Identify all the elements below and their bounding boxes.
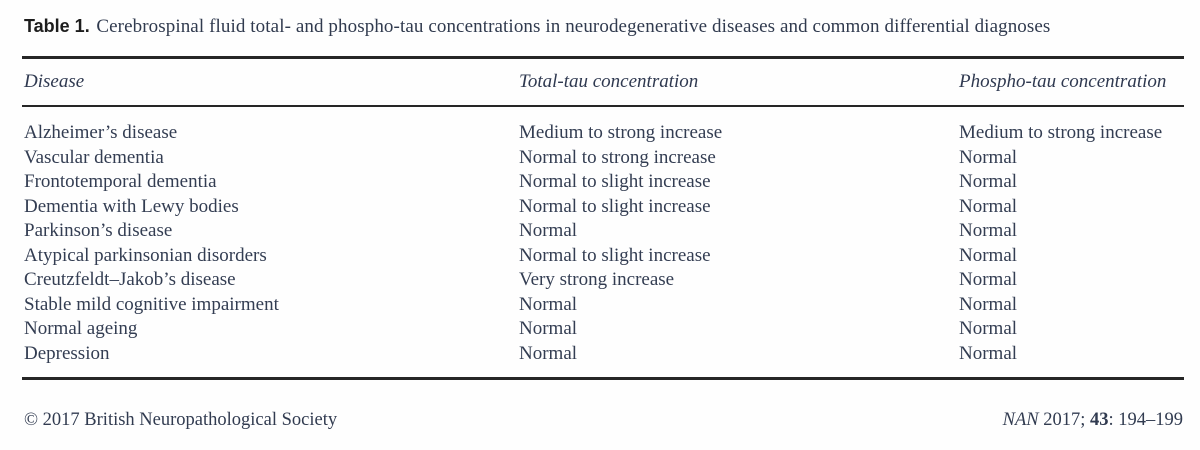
table-label: Table 1.: [24, 16, 90, 36]
divider-bottom: [22, 377, 1184, 380]
cell-phospho-tau: Normal: [959, 318, 1018, 339]
table-caption: Cerebrospinal fluid total- and phospho-t…: [96, 16, 1051, 37]
cell-disease: Depression: [24, 342, 110, 364]
cell-total-tau: Normal: [519, 318, 578, 339]
column-header-total-tau: Total-tau concentration: [519, 70, 699, 92]
cell-phospho-tau: Normal: [959, 171, 1018, 192]
cell-phospho-tau: Medium to strong increase: [959, 122, 1163, 143]
cell-phospho-tau: Normal: [959, 220, 1018, 241]
table-row: Normal ageing Normal Normal: [22, 317, 1184, 342]
citation-year: 2017;: [1038, 409, 1090, 430]
journal-abbreviation: NAN: [1002, 409, 1039, 430]
cell-disease: Stable mild cognitive impairment: [24, 293, 279, 315]
cell-disease: Dementia with Lewy bodies: [24, 195, 239, 217]
cell-total-tau: Normal: [519, 293, 578, 315]
table-row: Dementia with Lewy bodies Normal to slig…: [22, 195, 1184, 220]
cell-total-tau: Normal to slight increase: [519, 171, 711, 192]
figure-footer: © 2017 British Neuropathological Society…: [22, 410, 1184, 431]
cell-disease: Vascular dementia: [24, 146, 164, 168]
cell-disease: Normal ageing: [24, 318, 138, 339]
column-header-disease: Disease: [24, 70, 85, 92]
table-row: Alzheimer’s disease Medium to strong inc…: [22, 121, 1184, 146]
cell-disease: Parkinson’s disease: [24, 220, 173, 241]
divider-top: [22, 56, 1184, 59]
cell-disease: Creutzfeldt–Jakob’s disease: [24, 269, 236, 290]
citation-pages: : 194–199: [1108, 409, 1183, 430]
column-header-phospho-tau: Phospho-tau concentration: [959, 70, 1167, 92]
cell-phospho-tau: Normal: [959, 342, 1018, 364]
cell-disease: Alzheimer’s disease: [24, 122, 178, 143]
cell-total-tau: Medium to strong increase: [519, 122, 723, 143]
cell-phospho-tau: Normal: [959, 269, 1018, 290]
table-row: Depression Normal Normal: [22, 342, 1184, 367]
citation-volume: 43: [1089, 409, 1109, 430]
table-row: Vascular dementia Normal to strong incre…: [22, 146, 1184, 171]
table-row: Atypical parkinsonian disorders Normal t…: [22, 244, 1184, 269]
table-body: Alzheimer’s disease Medium to strong inc…: [22, 107, 1184, 377]
cell-total-tau: Very strong increase: [519, 269, 675, 290]
cell-total-tau: Normal to strong increase: [519, 146, 716, 168]
cell-total-tau: Normal to slight increase: [519, 195, 711, 217]
table-row: Parkinson’s disease Normal Normal: [22, 219, 1184, 244]
cell-total-tau: Normal: [519, 220, 578, 241]
table-row: Frontotemporal dementia Normal to slight…: [22, 170, 1184, 195]
copyright-notice: © 2017 British Neuropathological Society: [24, 409, 338, 430]
divider-header: [22, 105, 1184, 107]
journal-citation: NAN 2017; 43: 194–199: [1003, 410, 1183, 431]
cell-disease: Frontotemporal dementia: [24, 171, 217, 192]
cell-phospho-tau: Normal: [959, 195, 1018, 217]
cell-phospho-tau: Normal: [959, 244, 1018, 266]
cell-phospho-tau: Normal: [959, 146, 1018, 168]
cell-total-tau: Normal: [519, 342, 578, 364]
cell-total-tau: Normal to slight increase: [519, 244, 711, 266]
table-header-row: Disease Total-tau concentration Phospho-…: [22, 59, 1184, 106]
table-row: Creutzfeldt–Jakob’s disease Very strong …: [22, 268, 1184, 293]
cell-disease: Atypical parkinsonian disorders: [24, 244, 267, 266]
cell-phospho-tau: Normal: [959, 293, 1018, 315]
table-row: Stable mild cognitive impairment Normal …: [22, 293, 1184, 318]
table-title: Table 1. Cerebrospinal fluid total- and p…: [22, 0, 1184, 40]
